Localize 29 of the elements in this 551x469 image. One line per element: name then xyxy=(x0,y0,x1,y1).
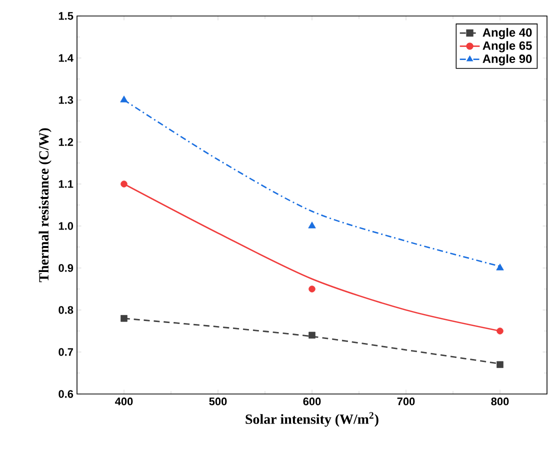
x-tick-label: 400 xyxy=(115,398,133,406)
point xyxy=(120,315,128,322)
y-tick-label: 1.0 xyxy=(58,222,74,230)
y-tick-label: 0.8 xyxy=(58,306,74,314)
x-tick-label: 600 xyxy=(303,398,321,406)
x-axis-title: Solar intensity (W/m$^{2}$) xyxy=(246,412,378,427)
y-tick-label: 0.7 xyxy=(58,348,73,356)
point xyxy=(496,328,504,334)
point xyxy=(308,332,316,339)
point xyxy=(496,361,504,368)
y-tick-label: 1.5 xyxy=(58,12,74,20)
y-tick-label: 1.1 xyxy=(58,180,74,188)
point xyxy=(496,264,504,270)
legend-label: Angle 40 xyxy=(482,28,532,40)
point xyxy=(308,286,316,292)
y-tick-label: 0.9 xyxy=(58,264,74,272)
x-tick-label: 700 xyxy=(397,398,415,406)
legend-label: Angle 90 xyxy=(482,54,532,66)
point xyxy=(120,96,128,102)
y-tick-label: 1.3 xyxy=(58,96,74,104)
y-axis-title: Thermal resistance (C/W) xyxy=(38,128,52,282)
y-tick-label: 1.4 xyxy=(58,54,74,62)
point xyxy=(308,222,316,228)
x-tick-label: 800 xyxy=(491,398,509,406)
y-tick-label: 1.2 xyxy=(58,138,74,146)
point xyxy=(120,180,128,188)
legend-label: Angle 65 xyxy=(482,41,532,52)
y-tick-label: 0.6 xyxy=(58,390,74,398)
x-tick-label: 500 xyxy=(209,398,227,406)
